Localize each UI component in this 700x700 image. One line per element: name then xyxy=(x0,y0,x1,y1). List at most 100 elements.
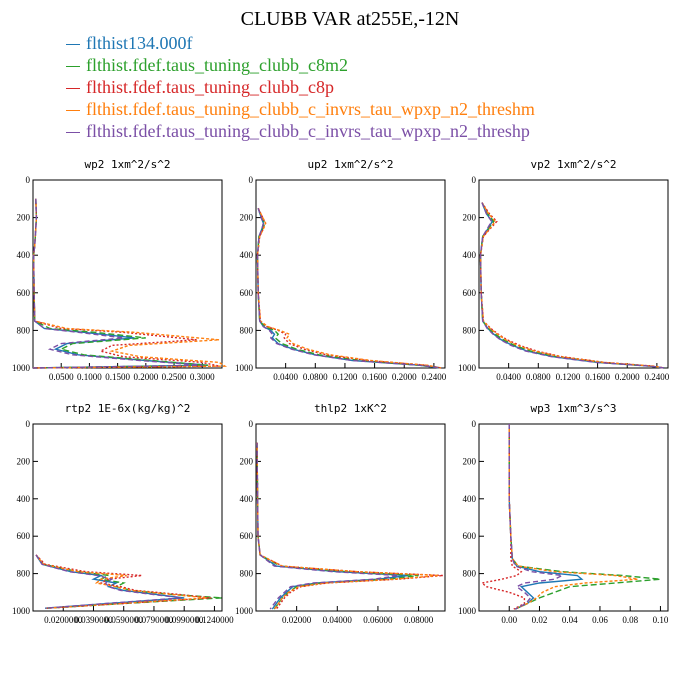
panel-title: up2 1xm^2/s^2 xyxy=(307,158,393,171)
y-tick-label: 400 xyxy=(240,494,254,504)
series-line xyxy=(256,442,399,610)
series-line xyxy=(256,207,442,369)
x-tick-label: 0.0790000 xyxy=(135,615,174,625)
plot-frame xyxy=(255,179,446,369)
x-tick-label: 0.3000 xyxy=(190,372,215,382)
x-tick-label: 0.0200000 xyxy=(44,615,83,625)
x-tick-label: 0.0800 xyxy=(526,372,551,382)
x-tick-label: 0.1600 xyxy=(362,372,387,382)
x-tick-label: 0.0390000 xyxy=(74,615,113,625)
y-tick-label: 0 xyxy=(249,175,254,185)
series-line xyxy=(35,554,185,609)
y-tick-label: 800 xyxy=(463,569,477,579)
panel-title: wp2 1xm^2/s^2 xyxy=(84,158,170,171)
y-tick-label: 800 xyxy=(240,569,254,579)
panel-title: wp3 1xm^3/s^3 xyxy=(530,402,616,415)
plot-frame xyxy=(32,423,223,612)
legend-item: flthist.fdef.taus_tuning_clubb_c_invrs_t… xyxy=(66,120,535,142)
x-tick-label: 0.1200 xyxy=(556,372,581,382)
legend-label: flthist.fdef.taus_tuning_clubb_c8p xyxy=(86,77,334,97)
y-tick-label: 1000 xyxy=(12,363,31,373)
series-line xyxy=(32,198,228,369)
series-line xyxy=(479,202,665,369)
legend-item: flthist.fdef.taus_tuning_clubb_c8p xyxy=(66,76,535,98)
series-line xyxy=(480,424,526,610)
y-tick-label: 200 xyxy=(17,213,31,223)
y-tick-label: 1000 xyxy=(458,363,477,373)
y-tick-label: 800 xyxy=(240,325,254,335)
series-line xyxy=(508,424,661,610)
series-line xyxy=(35,554,207,609)
legend-label: flthist.fdef.taus_tuning_clubb_c_invrs_t… xyxy=(86,99,535,119)
legend-swatch xyxy=(66,110,80,112)
x-tick-label: 0.2400 xyxy=(645,372,670,382)
x-tick-label: 0.2000 xyxy=(615,372,640,382)
series-line xyxy=(508,424,584,610)
y-tick-label: 800 xyxy=(17,569,31,579)
x-tick-label: 0.0990000 xyxy=(165,615,204,625)
series-line xyxy=(256,207,442,369)
y-tick-label: 600 xyxy=(240,531,254,541)
y-tick-label: 0 xyxy=(26,419,31,429)
plot-frame xyxy=(255,423,446,612)
y-tick-label: 0 xyxy=(472,175,477,185)
plot-frame xyxy=(478,179,669,369)
y-tick-label: 200 xyxy=(240,456,254,466)
x-tick-label: 0.04000 xyxy=(323,615,353,625)
legend-label: flthist.fdef.taus_tuning_clubb_c8m2 xyxy=(86,55,348,75)
x-tick-label: 0.1500 xyxy=(105,372,130,382)
legend-swatch xyxy=(66,88,80,90)
y-tick-label: 1000 xyxy=(235,363,254,373)
panel-title: thlp2 1xK^2 xyxy=(314,402,387,415)
x-tick-label: 0.06000 xyxy=(363,615,393,625)
x-tick-label: 0.2000 xyxy=(133,372,158,382)
legend-item: flthist.fdef.taus_tuning_clubb_c8m2 xyxy=(66,54,535,76)
x-tick-label: 0.1000 xyxy=(77,372,102,382)
x-tick-label: 0.02000 xyxy=(282,615,312,625)
y-tick-label: 600 xyxy=(17,531,31,541)
series-line xyxy=(35,554,223,609)
x-tick-label: 0.2500 xyxy=(162,372,187,382)
plot-frame xyxy=(32,179,223,369)
series-line xyxy=(35,554,182,609)
x-tick-label: 0.0400 xyxy=(496,372,521,382)
y-tick-label: 400 xyxy=(240,250,254,260)
y-tick-label: 400 xyxy=(463,494,477,504)
x-tick-label: 0.2400 xyxy=(422,372,447,382)
x-tick-label: 0.06 xyxy=(592,615,608,625)
x-tick-label: 0.0400 xyxy=(273,372,298,382)
series-line xyxy=(479,202,665,369)
panel-title: vp2 1xm^2/s^2 xyxy=(530,158,616,171)
legend-item: flthist134.000f xyxy=(66,32,535,54)
y-tick-label: 800 xyxy=(17,325,31,335)
legend-swatch xyxy=(66,44,80,46)
y-tick-label: 600 xyxy=(240,288,254,298)
x-tick-label: 0.0500 xyxy=(49,372,74,382)
x-tick-label: 0.10 xyxy=(653,615,669,625)
y-tick-label: 800 xyxy=(463,325,477,335)
legend-item: flthist.fdef.taus_tuning_clubb_c_invrs_t… xyxy=(66,98,535,120)
series-line xyxy=(508,424,638,610)
legend: flthist134.000f flthist.fdef.taus_tuning… xyxy=(66,32,535,142)
x-tick-label: 0.02 xyxy=(532,615,548,625)
series-line xyxy=(32,198,220,369)
y-tick-label: 1000 xyxy=(235,606,254,616)
series-line xyxy=(256,207,442,369)
series-line xyxy=(32,198,208,369)
legend-label: flthist134.000f xyxy=(86,33,193,53)
x-tick-label: 0.1240000 xyxy=(195,615,234,625)
x-tick-label: 0.04 xyxy=(562,615,578,625)
y-tick-label: 1000 xyxy=(12,606,31,616)
y-tick-label: 0 xyxy=(249,419,254,429)
y-tick-label: 400 xyxy=(17,494,31,504)
x-tick-label: 0.08000 xyxy=(404,615,434,625)
series-line xyxy=(256,442,419,610)
series-line xyxy=(256,442,444,610)
x-tick-label: 0.0590000 xyxy=(105,615,144,625)
x-tick-label: 0.00 xyxy=(501,615,517,625)
y-tick-label: 0 xyxy=(26,175,31,185)
series-line xyxy=(479,202,665,369)
legend-label: flthist.fdef.taus_tuning_clubb_c_invrs_t… xyxy=(86,121,530,141)
x-tick-label: 0.1200 xyxy=(333,372,358,382)
